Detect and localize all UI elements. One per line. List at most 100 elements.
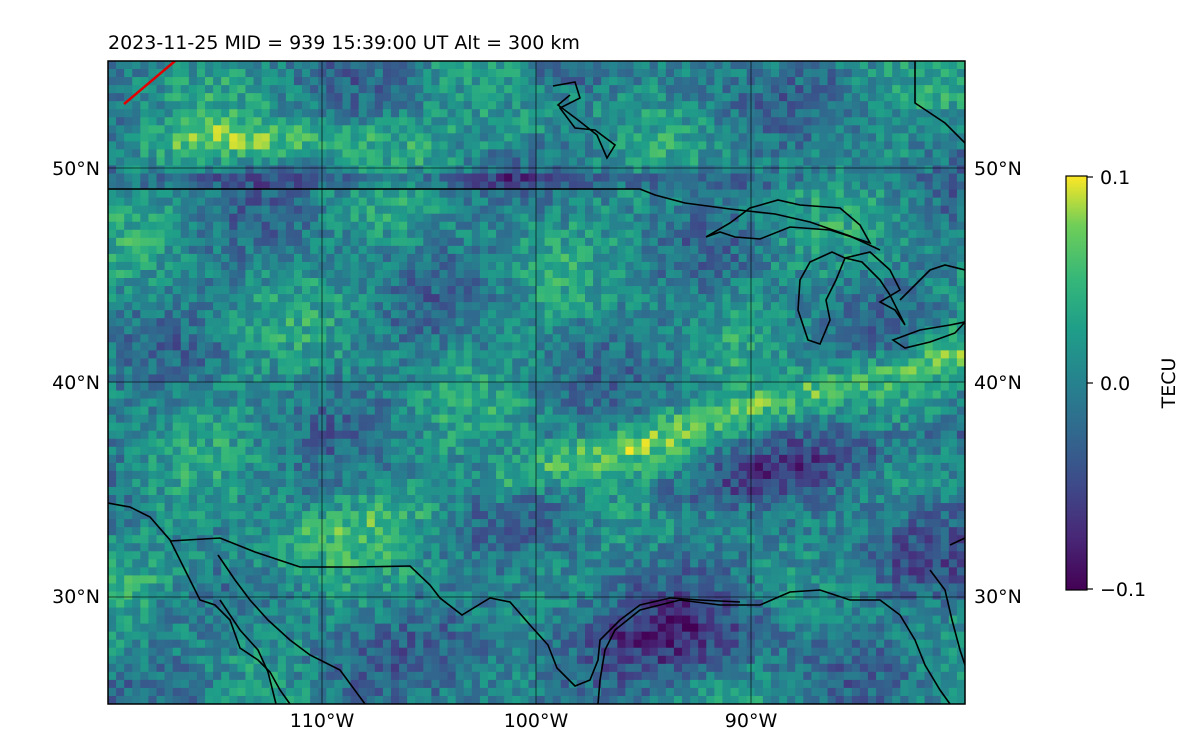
tec-cell (140, 165, 150, 175)
tec-cell (326, 350, 335, 359)
tec-cell (407, 245, 416, 255)
tec-cell (164, 374, 174, 384)
tec-cell (576, 374, 586, 384)
tec-cell (237, 101, 247, 110)
tec-cell (245, 229, 255, 239)
tec-cell (730, 157, 740, 167)
tec-cell (350, 390, 360, 400)
tec-cell (932, 165, 942, 175)
tec-cell (682, 93, 691, 102)
tec-cell (479, 101, 489, 110)
tec-cell (876, 422, 885, 432)
tec-cell (916, 229, 926, 239)
tec-cell (487, 398, 497, 408)
tec-cell (738, 398, 748, 408)
tec-cell (455, 213, 465, 223)
tec-cell (940, 245, 950, 255)
tec-cell (948, 61, 958, 70)
tec-cell (528, 141, 538, 151)
tec-cell (116, 165, 125, 175)
tec-cell (738, 229, 748, 239)
tec-cell (213, 109, 222, 118)
tec-cell (851, 213, 861, 223)
tec-cell (229, 157, 238, 167)
tec-cell (326, 165, 335, 175)
tec-cell (568, 245, 578, 255)
tec-cell (140, 253, 150, 263)
tec-cell (293, 286, 303, 295)
tec-cell (463, 269, 473, 279)
tec-cell (326, 430, 335, 440)
tec-cell (722, 149, 732, 159)
tec-cell (455, 269, 465, 279)
tec-cell (463, 149, 473, 159)
tec-cell (512, 181, 521, 191)
tec-cell (770, 85, 780, 94)
tec-cell (940, 181, 950, 191)
tec-cell (423, 382, 432, 392)
tec-cell (948, 286, 958, 295)
tec-cell (399, 85, 408, 94)
tec-cell (779, 302, 788, 311)
tec-cell (399, 125, 408, 134)
tec-cell (641, 173, 651, 183)
tec-cell (285, 197, 295, 207)
tec-cell (366, 173, 376, 183)
tec-cell (415, 133, 424, 142)
tec-cell (706, 117, 715, 126)
tec-cell (148, 237, 158, 247)
tec-cell (544, 93, 554, 102)
tec-cell (948, 101, 958, 110)
tec-cell (601, 197, 610, 207)
tec-cell (277, 261, 287, 271)
tec-cell (245, 382, 255, 392)
tec-cell (205, 350, 214, 359)
tec-cell (908, 93, 918, 102)
tec-cell (334, 181, 344, 191)
tec-cell (682, 374, 691, 384)
tec-cell (560, 181, 570, 191)
tec-cell (156, 205, 166, 215)
tec-cell (374, 278, 384, 287)
tec-cell (770, 406, 780, 416)
tec-cell (487, 422, 497, 432)
tec-cell (851, 125, 861, 134)
tec-cell (293, 430, 303, 440)
tec-cell (754, 382, 764, 392)
tec-cell (318, 157, 327, 167)
tec-cell (738, 245, 748, 255)
tec-cell (665, 141, 675, 151)
tec-cell (366, 318, 376, 327)
tec-cell (851, 261, 861, 271)
tec-cell (479, 157, 489, 167)
tec-cell (407, 117, 416, 126)
tec-cell (803, 390, 812, 400)
tec-cell (617, 101, 627, 110)
tec-cell (835, 157, 845, 167)
tec-cell (940, 326, 950, 335)
tec-cell (455, 221, 465, 231)
tec-cell (439, 390, 449, 400)
tec-cell (285, 278, 295, 287)
tec-cell (722, 366, 732, 376)
tec-cell (738, 189, 748, 199)
tec-cell (213, 342, 222, 351)
tec-cell (884, 69, 893, 78)
tec-cell (617, 310, 627, 319)
tec-cell (253, 350, 263, 359)
tec-cell (536, 173, 546, 183)
tec-cell (334, 221, 344, 231)
tec-cell (528, 181, 538, 191)
tec-cell (617, 213, 627, 223)
tec-cell (108, 125, 117, 134)
tec-cell (447, 173, 457, 183)
tec-cell (512, 205, 521, 215)
tec-cell (835, 101, 845, 110)
tec-cell (390, 213, 400, 223)
tec-cell (892, 390, 901, 400)
tec-cell (285, 61, 295, 70)
tec-cell (374, 197, 384, 207)
tec-cell (900, 77, 909, 86)
tec-cell (811, 69, 821, 78)
tec-cell (358, 302, 368, 311)
